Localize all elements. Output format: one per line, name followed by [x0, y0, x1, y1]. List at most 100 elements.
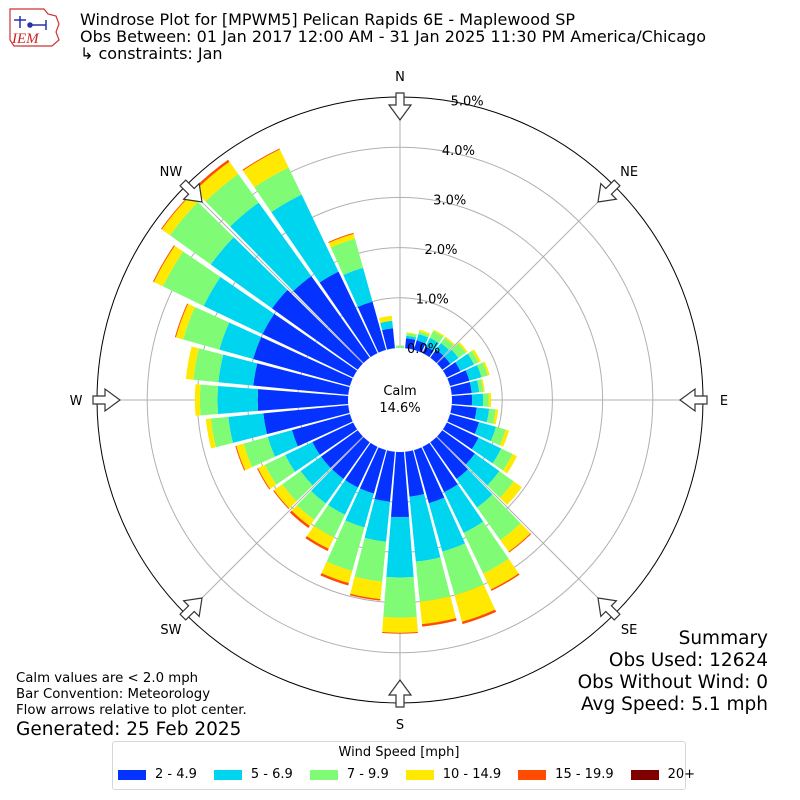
wind-bar-segment: [419, 596, 457, 625]
wind-bar-segment: [440, 337, 454, 350]
wind-bar-segment: [185, 346, 199, 380]
grid-spoke: [436, 185, 615, 364]
wind-bar-segment: [194, 384, 201, 416]
wind-bar-segment: [242, 149, 289, 188]
wind-bar-segment: [422, 442, 458, 493]
wind-bar-segment: [183, 306, 230, 350]
compass-label-e: E: [720, 394, 728, 409]
wind-bar-segment: [378, 315, 393, 323]
flow-arrows: [92, 92, 708, 708]
flow-arrow-shape: [92, 387, 122, 413]
wind-bar-segment: [264, 455, 295, 485]
wind-bar-segment: [488, 393, 492, 407]
wind-bar-segment: [193, 159, 230, 191]
flow-arrow-shape: [387, 92, 413, 122]
wind-bar-segment: [413, 340, 426, 353]
flow-arrow-icon: [597, 179, 621, 203]
flow-arrow-icon: [92, 387, 122, 413]
compass-label-w: W: [70, 394, 83, 409]
wind-bar-segment: [419, 329, 431, 336]
wind-bar-segment: [253, 363, 350, 395]
legend-label: 2 - 4.9: [155, 767, 197, 782]
wind-bar-segment: [490, 426, 506, 446]
wind-bar: [328, 232, 387, 353]
wind-bar: [430, 336, 455, 363]
wind-bar-segment: [391, 451, 409, 518]
wind-bar-segment: [437, 356, 451, 370]
wind-bar: [194, 384, 349, 416]
wind-bar-segment: [205, 418, 216, 449]
legend-item: 15 - 19.9: [518, 767, 614, 782]
wind-bar-segment: [199, 384, 219, 416]
wind-bar-segment: [359, 447, 387, 494]
wind-bar-segment: [242, 148, 280, 171]
wind-bar-segment: [442, 543, 484, 596]
radial-tick-labels: 0.0% 1.0% 2.0% 3.0% 4.0% 5.0%: [407, 95, 484, 357]
legend-label: 20+: [667, 767, 696, 782]
legend-item: 7 - 9.9: [309, 767, 389, 782]
wind-bar-segment: [425, 337, 440, 351]
wind-bar-segment: [477, 379, 484, 393]
legend-item: 2 - 4.9: [118, 767, 197, 782]
wind-bar-segment: [235, 445, 246, 471]
wind-bar-segment: [296, 490, 326, 520]
wind-bar-segment: [257, 389, 349, 411]
wind-bar-segment: [326, 520, 365, 571]
wind-bar: [422, 329, 445, 358]
title-constraints: ↳ constraints: Jan: [80, 44, 223, 63]
wind-bar-segment: [428, 497, 466, 552]
wind-bar: [193, 159, 370, 363]
wind-bar-segment: [306, 525, 335, 549]
wind-bar-segment: [380, 320, 393, 331]
wind-bar: [395, 345, 405, 349]
wind-bar-segment: [433, 329, 445, 337]
wind-bar-segment: [205, 174, 259, 227]
wind-bar-segment: [382, 328, 395, 350]
wind-bar-segment: [508, 533, 532, 553]
legend-title: Wind Speed [mph]: [338, 745, 460, 760]
wind-bar: [257, 422, 358, 490]
calm-note: Calm values are < 2.0 mph: [16, 671, 199, 686]
legend-swatch: [213, 769, 242, 780]
compass-labels: N NE E SE S SW W NW: [70, 70, 729, 733]
wind-bar-segment: [383, 576, 417, 618]
wind-bar-segment: [300, 456, 331, 486]
flow-arrow-icon: [179, 597, 203, 621]
wind-bar-segment: [364, 498, 391, 542]
grid-spoke: [436, 436, 615, 615]
wind-bar-segment: [442, 422, 479, 450]
wind-bar-segment: [451, 394, 473, 406]
wind-bar: [349, 450, 395, 601]
flow-arrow-shape: [597, 597, 621, 621]
wind-bar: [382, 451, 418, 634]
summary-obs-used: Obs Used: 12624: [608, 650, 768, 671]
wind-bar-segment: [490, 573, 520, 591]
flow-note: Flow arrows relative to plot center.: [16, 703, 247, 718]
wind-bar-segment: [467, 350, 479, 365]
wind-bar-segment: [357, 301, 387, 353]
wind-bar-segment: [418, 331, 430, 338]
wind-bar-segment: [454, 584, 496, 622]
wind-bar-segment: [274, 484, 297, 509]
legend-swatch: [309, 769, 338, 780]
flow-arrow-icon: [678, 387, 708, 413]
wind-bar-segment: [486, 408, 496, 424]
wind-bar-segment: [257, 468, 271, 490]
wind-bar-segment: [456, 469, 493, 508]
wind-bar-segment: [421, 618, 457, 627]
wind-bar-segment: [343, 267, 373, 307]
wind-bar-segment: [444, 336, 455, 346]
legend-swatch: [118, 769, 146, 780]
wind-bar: [413, 329, 431, 353]
wind-bar-segment: [465, 453, 500, 486]
wind-bar-segment: [312, 422, 358, 455]
wind-bar: [205, 405, 350, 449]
wind-bar: [450, 378, 485, 395]
wind-bar: [305, 442, 378, 552]
compass-label-ne: NE: [620, 165, 638, 180]
wind-bar-segment: [457, 341, 468, 353]
wind-bar: [447, 361, 490, 387]
logo-text: IEM: [11, 31, 40, 47]
wind-bar-segment: [395, 345, 405, 349]
grid-ring: [146, 146, 654, 654]
